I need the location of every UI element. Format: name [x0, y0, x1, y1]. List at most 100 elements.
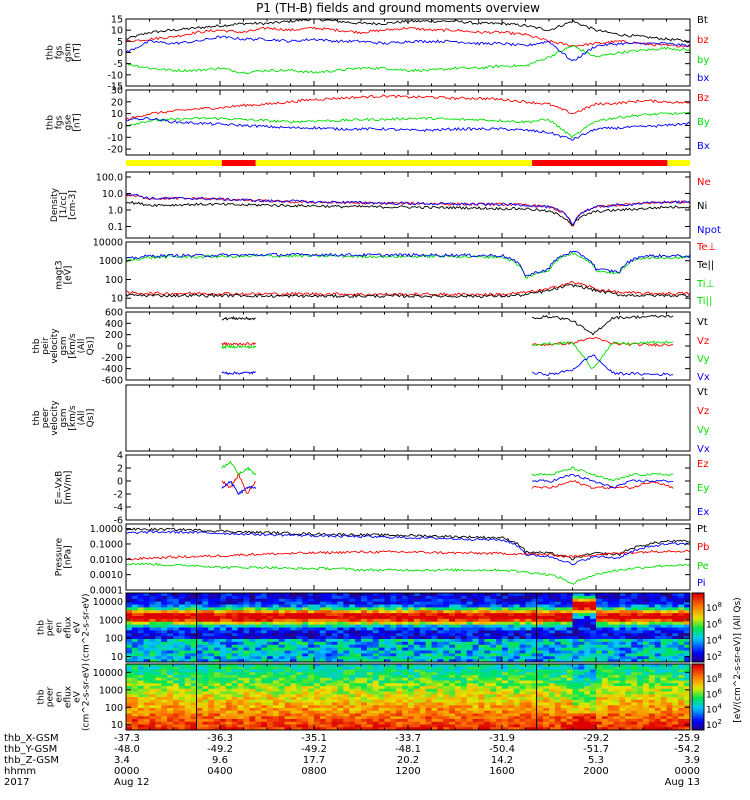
- heat-cell: [507, 677, 515, 681]
- heat-cell: [178, 633, 186, 637]
- heat-cell: [537, 647, 544, 651]
- heat-cell: [431, 675, 438, 679]
- heat-cell: [231, 613, 239, 617]
- heat-cell: [543, 710, 550, 714]
- heat-cell: [184, 618, 192, 623]
- heat-cell: [402, 666, 409, 670]
- heat-cell: [349, 675, 356, 679]
- heat-cell: [455, 675, 462, 679]
- heat-cell: [466, 666, 474, 670]
- heat-cell: [560, 677, 568, 681]
- heat-cell: [267, 647, 274, 651]
- heat-cell: [507, 644, 515, 649]
- heat-cell: [549, 639, 556, 643]
- ylabel-word: [km/s: [68, 333, 78, 359]
- heat-cell: [654, 627, 662, 631]
- y-tick-label: 15: [111, 15, 123, 26]
- heat-cell: [349, 627, 356, 631]
- heat-cell: [449, 616, 456, 620]
- heat-cell: [502, 675, 509, 679]
- heat-cell: [290, 607, 297, 611]
- heat-cell: [437, 630, 444, 634]
- heat-cell: [613, 647, 620, 651]
- heat-cell: [402, 601, 409, 605]
- heat-cell: [590, 618, 597, 623]
- heat-cell: [566, 699, 573, 703]
- heat-cell: [443, 647, 450, 651]
- heat-cell: [231, 604, 239, 608]
- heat-cell: [496, 636, 503, 640]
- heat-cell: [161, 705, 168, 709]
- heat-cell: [413, 669, 421, 673]
- heat-cell: [149, 694, 156, 698]
- heat-cell: [413, 633, 421, 637]
- heat-cell: [466, 641, 474, 646]
- heat-cell: [331, 716, 338, 720]
- heat-cell: [220, 641, 227, 646]
- heat-cell: [460, 659, 468, 663]
- heat-cell: [648, 610, 656, 614]
- heat-cell: [431, 644, 438, 649]
- heat-cell: [449, 613, 456, 617]
- heat-cell: [137, 686, 145, 690]
- series-line-vx-3: [221, 370, 256, 376]
- heat-cell: [267, 593, 274, 597]
- heat-cell: [648, 641, 656, 646]
- heat-cell: [513, 621, 521, 626]
- heat-cell: [496, 595, 503, 600]
- heat-cell: [413, 710, 421, 714]
- heat-cell: [155, 593, 162, 597]
- heat-cell: [519, 639, 526, 643]
- heat-cell: [161, 656, 168, 660]
- heat-cell: [137, 664, 145, 668]
- heat-cell: [261, 639, 268, 643]
- heat-cell: [372, 664, 380, 668]
- heat-cell: [337, 613, 344, 617]
- heat-cell: [155, 610, 162, 614]
- heat-cell: [419, 647, 427, 651]
- heat-cell: [314, 601, 321, 605]
- heat-cell: [337, 694, 344, 698]
- heat-cell: [484, 686, 491, 690]
- heat-cell: [419, 627, 427, 631]
- heat-cell: [290, 686, 297, 690]
- heat-cell: [308, 630, 315, 634]
- heat-cell: [314, 607, 321, 611]
- heat-cell: [660, 633, 667, 637]
- heat-cell: [455, 691, 462, 695]
- ylabel-word: thb: [37, 620, 47, 635]
- heat-cell: [196, 686, 203, 690]
- heat-cell: [155, 719, 162, 723]
- heat-cell: [549, 601, 556, 605]
- heat-cell: [507, 713, 515, 717]
- heat-cell: [543, 650, 550, 654]
- heat-cell: [549, 724, 556, 728]
- heat-cell: [413, 641, 421, 646]
- heat-cell: [478, 669, 485, 673]
- heat-cell: [496, 633, 503, 637]
- heat-cell: [361, 604, 368, 608]
- heat-cell: [372, 633, 380, 637]
- heat-cell: [349, 610, 356, 614]
- heat-cell: [308, 659, 315, 663]
- heat-cell: [619, 630, 626, 634]
- heat-cell: [267, 624, 274, 628]
- heat-cell: [590, 664, 597, 668]
- heat-cell: [143, 688, 150, 692]
- heat-cell: [549, 702, 556, 706]
- heat-cell: [190, 683, 197, 687]
- heat-cell: [672, 647, 679, 651]
- heat-cell: [578, 688, 585, 692]
- heat-cell: [214, 593, 221, 597]
- heat-cell: [284, 633, 291, 637]
- heat-cell: [484, 650, 491, 654]
- heat-cell: [390, 659, 397, 663]
- heat-cell: [566, 616, 573, 620]
- heat-cell: [366, 653, 374, 657]
- heat-cell: [361, 621, 368, 626]
- heat-cell: [396, 699, 403, 703]
- heat-cell: [372, 716, 380, 720]
- heat-cell: [137, 699, 145, 703]
- heat-cell: [502, 708, 509, 712]
- heat-cell: [413, 598, 421, 603]
